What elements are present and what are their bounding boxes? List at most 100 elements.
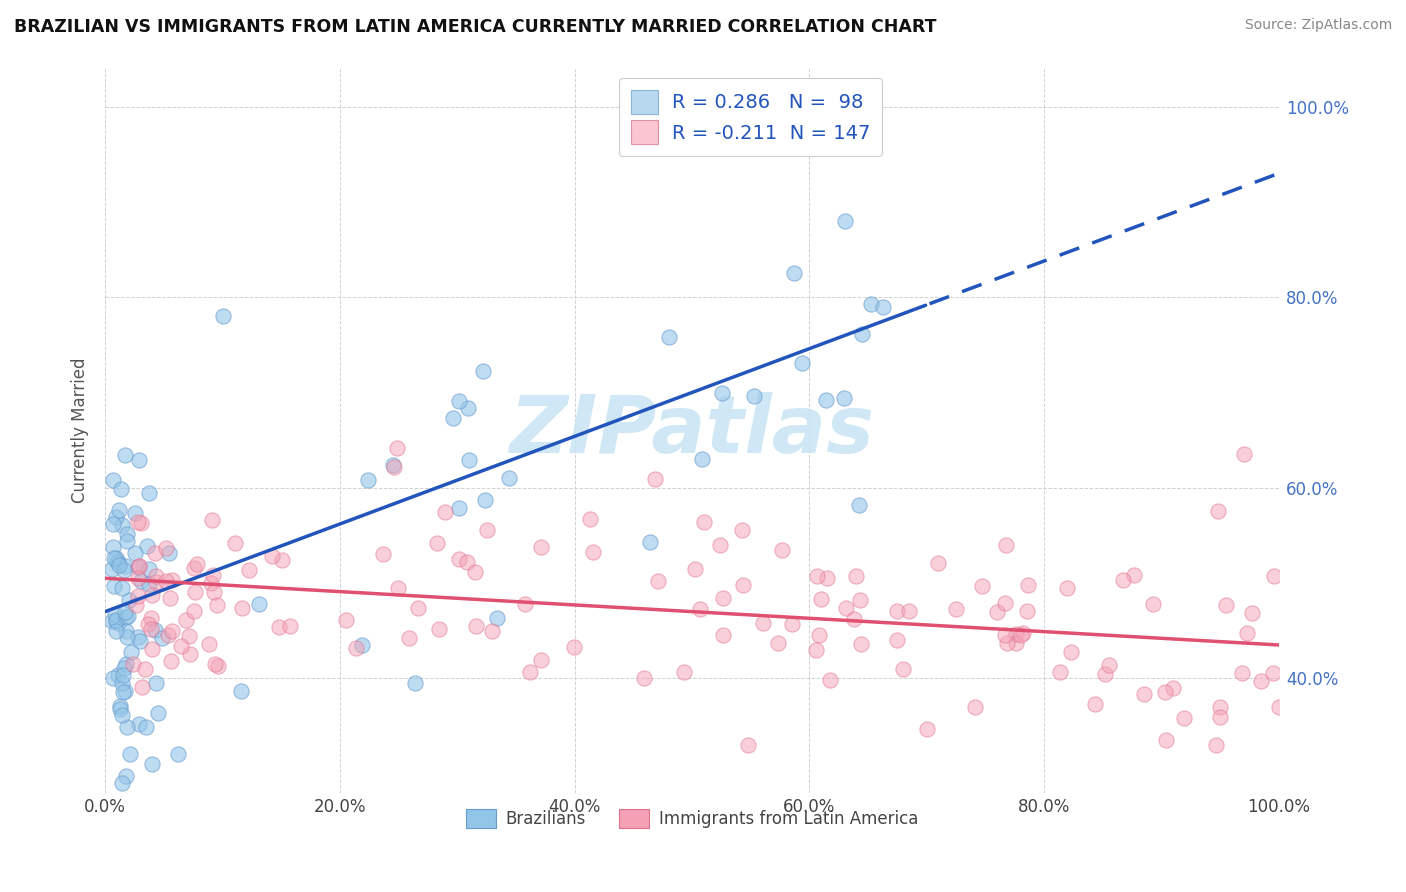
Point	[136, 616, 159, 631]
Point	[128, 559, 150, 574]
Point	[114, 684, 136, 698]
Point	[519, 665, 541, 680]
Point	[1049, 665, 1071, 679]
Point	[150, 631, 173, 645]
Point	[1112, 574, 1135, 588]
Point	[127, 631, 149, 645]
Point	[711, 628, 734, 642]
Point	[848, 498, 870, 512]
Point	[112, 563, 135, 577]
Point	[107, 668, 129, 682]
Point	[406, 600, 429, 615]
Point	[474, 493, 496, 508]
Point	[731, 577, 754, 591]
Point	[1098, 658, 1121, 673]
Point	[640, 534, 662, 549]
Point	[1232, 665, 1254, 680]
Point	[371, 547, 394, 561]
Point	[711, 386, 734, 401]
Point	[426, 535, 449, 549]
Point	[124, 546, 146, 560]
Point	[176, 613, 198, 627]
Point	[986, 606, 1008, 620]
Point	[224, 535, 246, 549]
Point	[1011, 625, 1033, 640]
Point	[141, 611, 163, 625]
Point	[1154, 732, 1177, 747]
Point	[104, 510, 127, 524]
Point	[159, 654, 181, 668]
Point	[683, 562, 706, 576]
Point	[457, 452, 479, 467]
Point	[148, 706, 170, 720]
Point	[815, 571, 838, 585]
Point	[457, 401, 479, 415]
Point	[441, 411, 464, 425]
Point	[1240, 607, 1263, 621]
Point	[1017, 578, 1039, 592]
Point	[709, 538, 731, 552]
Point	[184, 585, 207, 599]
Point	[179, 648, 201, 662]
Point	[204, 657, 226, 672]
Point	[111, 668, 134, 682]
Point	[815, 393, 838, 408]
Point	[127, 589, 149, 603]
Point	[387, 581, 409, 595]
Point	[1094, 667, 1116, 681]
Point	[1005, 627, 1028, 641]
Point	[849, 592, 872, 607]
Point	[177, 629, 200, 643]
Point	[456, 556, 478, 570]
Point	[804, 643, 827, 657]
Point	[515, 597, 537, 611]
Point	[201, 567, 224, 582]
Point	[1206, 503, 1229, 517]
Point	[644, 471, 666, 485]
Point	[141, 757, 163, 772]
Point	[143, 623, 166, 637]
Point	[891, 663, 914, 677]
Point	[145, 546, 167, 560]
Point	[169, 640, 191, 654]
Point	[398, 632, 420, 646]
Point	[1263, 569, 1285, 583]
Point	[117, 609, 139, 624]
Point	[810, 592, 832, 607]
Point	[108, 702, 131, 716]
Point	[280, 619, 302, 633]
Point	[101, 614, 124, 628]
Point	[145, 568, 167, 582]
Point	[271, 553, 294, 567]
Point	[115, 534, 138, 549]
Point	[128, 634, 150, 648]
Text: ZIPatlas: ZIPatlas	[509, 392, 875, 469]
Point	[357, 473, 380, 487]
Point	[114, 448, 136, 462]
Point	[384, 459, 406, 474]
Point	[183, 603, 205, 617]
Point	[1233, 447, 1256, 461]
Point	[1133, 687, 1156, 701]
Point	[103, 579, 125, 593]
Point	[1236, 625, 1258, 640]
Point	[155, 541, 177, 556]
Point	[115, 624, 138, 639]
Point	[108, 698, 131, 713]
Point	[886, 633, 908, 648]
Point	[104, 607, 127, 621]
Point	[834, 214, 856, 228]
Point	[808, 628, 831, 642]
Point	[157, 546, 180, 560]
Point	[207, 659, 229, 673]
Point	[872, 300, 894, 314]
Point	[107, 555, 129, 569]
Point	[115, 720, 138, 734]
Point	[1268, 699, 1291, 714]
Point	[247, 597, 270, 611]
Point	[427, 622, 450, 636]
Point	[477, 523, 499, 537]
Point	[115, 631, 138, 645]
Point	[128, 559, 150, 574]
Point	[139, 623, 162, 637]
